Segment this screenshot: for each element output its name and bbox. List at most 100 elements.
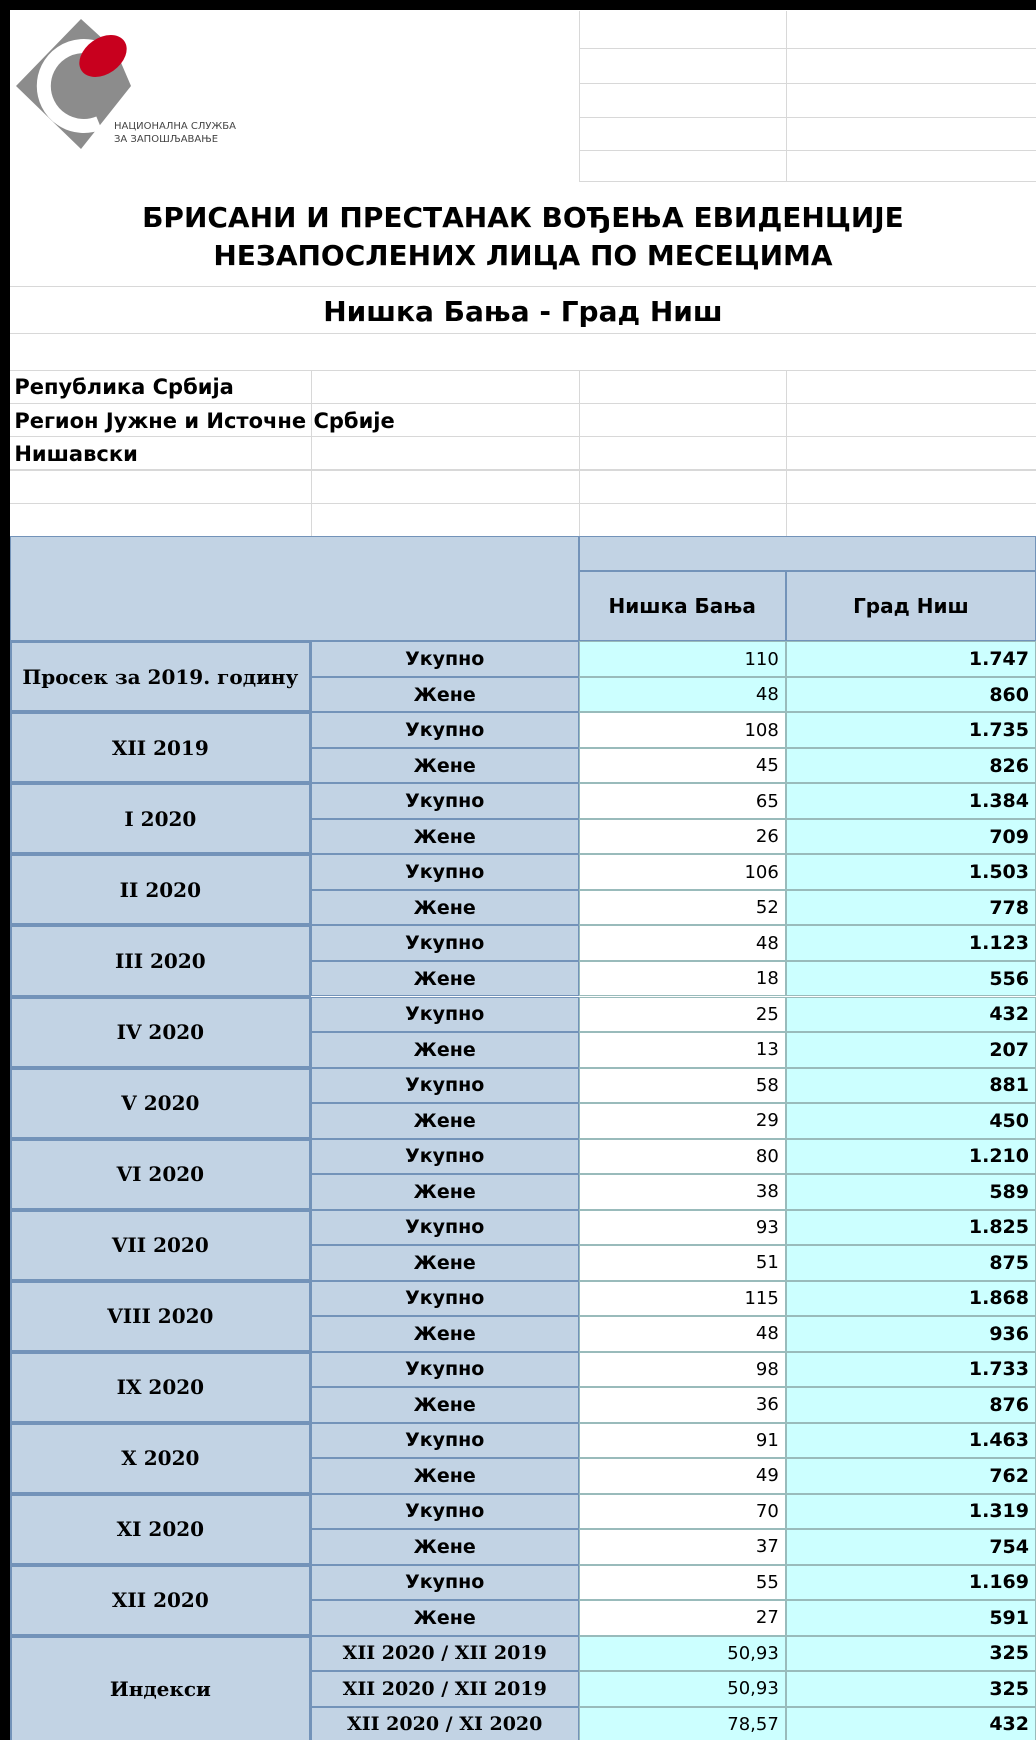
row-label: Укупно: [310, 854, 579, 890]
value-cell: 325: [785, 1635, 1036, 1672]
value-cell: 1.503: [785, 854, 1036, 890]
row-label: Укупно: [310, 925, 579, 961]
grid-line: [785, 11, 787, 181]
value-cell: 98: [578, 1351, 786, 1388]
row-label: Укупно: [310, 641, 579, 677]
row-label: Жене: [310, 676, 579, 713]
value-cell: 48: [578, 1316, 786, 1352]
row-label: Жене: [310, 1600, 579, 1636]
row-label: Укупно: [310, 1351, 579, 1388]
grid-line: [578, 116, 1036, 118]
value-cell: 1.735: [785, 712, 1036, 748]
frame-left: [0, 0, 10, 1740]
group-label: VIII 2020: [9, 1280, 311, 1352]
grid-line: [9, 369, 1036, 371]
row-label: Жене: [310, 1032, 579, 1068]
group-label: II 2020: [9, 854, 311, 926]
logo-text: НАЦИОНАЛНА СЛУЖБА: [114, 121, 236, 132]
value-cell: 762: [785, 1458, 1036, 1494]
row-label: Укупно: [310, 783, 579, 819]
row-label: Жене: [310, 1174, 579, 1210]
value-cell: 65: [578, 783, 786, 819]
row-label: Жене: [310, 1245, 579, 1281]
group-label: X 2020: [9, 1422, 311, 1494]
grid-line: [785, 369, 787, 536]
value-cell: 589: [785, 1174, 1036, 1210]
header-cell: [578, 535, 1036, 572]
group-label: I 2020: [9, 783, 311, 855]
row-label: Жене: [310, 960, 579, 997]
group-label: VII 2020: [9, 1209, 311, 1281]
group-label: XII 2019: [9, 712, 311, 784]
row-label: Жене: [310, 1387, 579, 1423]
row-label: Укупно: [310, 1067, 579, 1104]
row-label: Жене: [310, 1103, 579, 1139]
row-label: Укупно: [310, 1280, 579, 1317]
value-cell: 881: [785, 1067, 1036, 1104]
value-cell: 37: [578, 1529, 786, 1565]
group-label: V 2020: [9, 1067, 311, 1139]
value-cell: 29: [578, 1103, 786, 1139]
value-cell: 1.319: [785, 1493, 1036, 1530]
value-cell: 1.868: [785, 1280, 1036, 1317]
value-cell: 591: [785, 1600, 1036, 1636]
value-cell: 38: [578, 1174, 786, 1210]
value-cell: 936: [785, 1316, 1036, 1352]
value-cell: 450: [785, 1103, 1036, 1139]
row-label: Укупно: [310, 996, 579, 1032]
value-cell: 110: [578, 641, 786, 677]
row-label: Укупно: [310, 1564, 579, 1601]
group-label: IV 2020: [9, 996, 311, 1068]
subtitle: Нишка Бања - Град Ниш: [323, 295, 723, 329]
value-cell: 49: [578, 1458, 786, 1494]
region-label: Нишавски: [14, 441, 138, 466]
group-label: III 2020: [9, 925, 311, 997]
grid-line: [9, 436, 1036, 438]
value-cell: 1.825: [785, 1209, 1036, 1246]
row-label: Жене: [310, 889, 579, 926]
group-label: VI 2020: [9, 1138, 311, 1210]
grid-line: [578, 83, 1036, 85]
value-cell: 70: [578, 1493, 786, 1530]
grid-line: [578, 47, 1036, 49]
row-label: Жене: [310, 1529, 579, 1565]
grid-line: [9, 402, 1036, 404]
column-header: Нишка Бања: [578, 571, 786, 642]
grid-line: [578, 180, 1036, 182]
value-cell: 108: [578, 712, 786, 748]
value-cell: 876: [785, 1387, 1036, 1423]
value-cell: 51: [578, 1245, 786, 1281]
value-cell: 13: [578, 1032, 786, 1068]
group-label: XI 2020: [9, 1493, 311, 1565]
value-cell: 45: [578, 747, 786, 784]
value-cell: 860: [785, 676, 1036, 713]
value-cell: 106: [578, 854, 786, 890]
group-label: XII 2020: [9, 1564, 311, 1636]
value-cell: 432: [785, 996, 1036, 1032]
row-label: XII 2020 / XII 2019: [310, 1671, 579, 1707]
grid-line: [9, 332, 1036, 335]
row-label: XII 2020 / XI 2020: [310, 1706, 579, 1740]
value-cell: 36: [578, 1387, 786, 1423]
grid-line: [578, 149, 1036, 151]
value-cell: 1.210: [785, 1138, 1036, 1175]
value-cell: 48: [578, 925, 786, 961]
value-cell: 875: [785, 1245, 1036, 1281]
value-cell: 556: [785, 960, 1036, 997]
row-label: Укупно: [310, 1209, 579, 1246]
header-cell: [9, 535, 579, 642]
frame-top: [0, 0, 1036, 10]
row-label: Жене: [310, 1316, 579, 1352]
value-cell: 55: [578, 1564, 786, 1601]
group-label: Просек за 2019. годину: [9, 641, 311, 713]
value-cell: 91: [578, 1422, 786, 1459]
row-label: Жене: [310, 1458, 579, 1494]
value-cell: 80: [578, 1138, 786, 1175]
grid-line: [9, 502, 1036, 504]
title: БРИСАНИ И ПРЕСТАНАК ВОЂЕЊА ЕВИДЕНЦИЈЕ: [142, 200, 904, 234]
row-label: Жене: [310, 818, 579, 855]
grid-line: [578, 369, 580, 536]
value-cell: 48: [578, 676, 786, 713]
grid-line: [9, 286, 1036, 288]
